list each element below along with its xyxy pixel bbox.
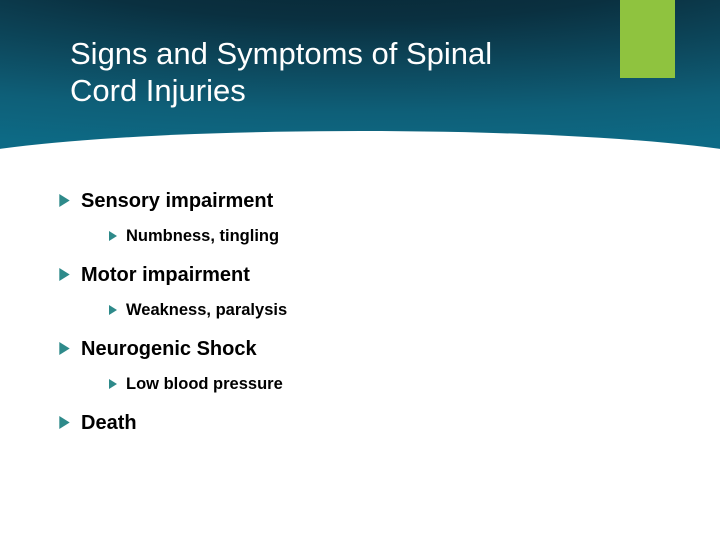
list-item-label: Motor impairment <box>81 264 250 287</box>
chevron-right-icon <box>108 302 118 320</box>
list-subitem: Weakness, paralysis <box>108 301 680 320</box>
chevron-right-icon <box>108 228 118 246</box>
list-subitem: Low blood pressure <box>108 375 680 394</box>
list-subitem: Numbness, tingling <box>108 227 680 246</box>
list-item: Death <box>58 412 680 435</box>
list-item: Sensory impairment Numbness, tingling <box>58 190 680 246</box>
slide-content: Sensory impairment Numbness, tingling Mo… <box>58 190 680 453</box>
chevron-right-icon <box>58 416 71 434</box>
chevron-right-icon <box>58 342 71 360</box>
title-line-1: Signs and Symptoms of Spinal <box>70 36 492 71</box>
list-item-label: Death <box>81 412 137 435</box>
list-item-label: Neurogenic Shock <box>81 338 257 361</box>
title-band: Signs and Symptoms of Spinal Cord Injuri… <box>0 0 720 170</box>
list-subitem-label: Weakness, paralysis <box>126 301 287 320</box>
title-line-2: Cord Injuries <box>70 73 246 108</box>
chevron-right-icon <box>108 376 118 394</box>
slide-title: Signs and Symptoms of Spinal Cord Injuri… <box>70 36 492 109</box>
list-subitem-label: Numbness, tingling <box>126 227 279 246</box>
list-item: Motor impairment Weakness, paralysis <box>58 264 680 320</box>
list-subitem-label: Low blood pressure <box>126 375 283 394</box>
list-item-label: Sensory impairment <box>81 190 273 213</box>
accent-square <box>620 0 675 78</box>
list-item: Neurogenic Shock Low blood pressure <box>58 338 680 394</box>
chevron-right-icon <box>58 268 71 286</box>
chevron-right-icon <box>58 194 71 212</box>
